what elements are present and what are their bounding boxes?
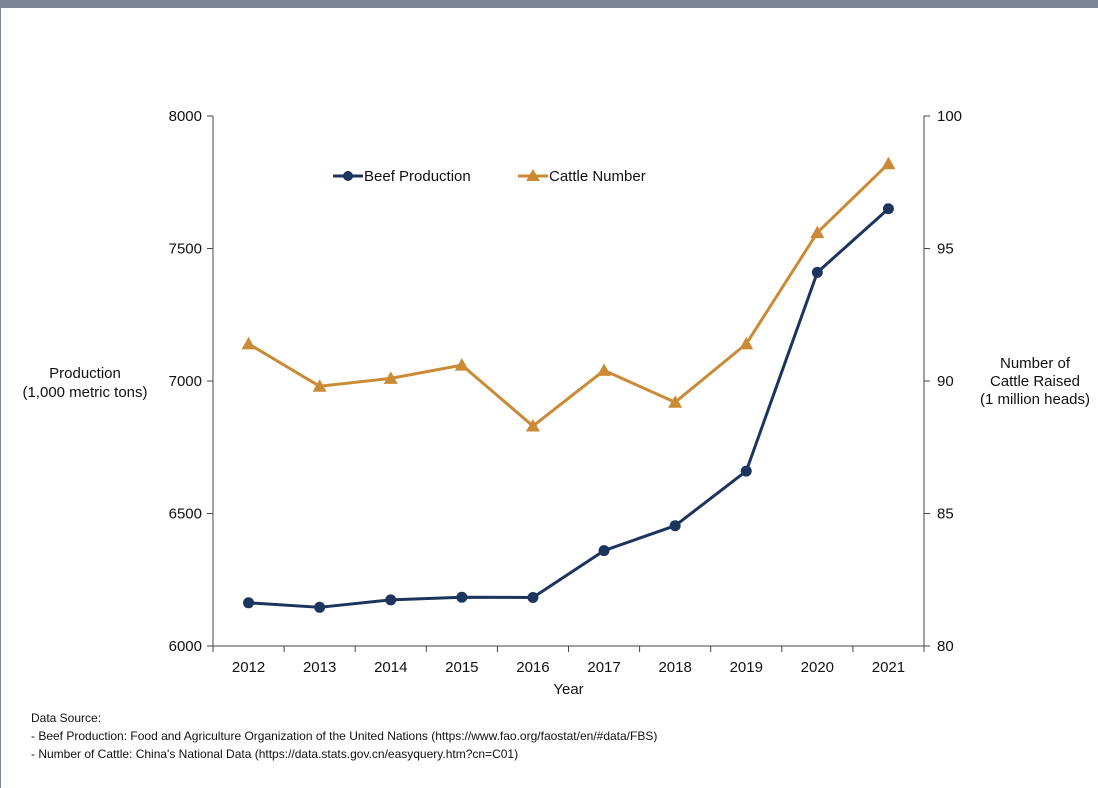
cattle-number-point <box>525 419 540 432</box>
cattle-number-point <box>739 336 754 350</box>
cattle-number-point <box>668 395 683 408</box>
cattle-number-point <box>810 225 825 239</box>
top-border-bar <box>0 0 1098 8</box>
x-tick-label: 2018 <box>658 659 691 676</box>
right-y-tick-label: 85 <box>937 506 954 523</box>
data-source-line-beef: - Beef Production: Food and Agriculture … <box>31 729 658 743</box>
x-tick-label: 2020 <box>801 659 834 676</box>
beef-production-point <box>811 266 823 278</box>
legend-cattle-number-label: Cattle Number <box>549 168 646 185</box>
beef-production-point <box>314 601 326 613</box>
cattle-number-point <box>454 358 469 371</box>
legend-cattle-number-marker <box>526 169 540 181</box>
left-y-axis-title: Production (1,000 metric tons) <box>22 365 147 401</box>
left-border-line <box>0 8 1 788</box>
data-source-heading: Data Source: <box>31 711 102 725</box>
beef-production-point <box>740 465 752 477</box>
right-y-tick-label: 100 <box>937 108 962 125</box>
left-y-tick-label: 6500 <box>169 506 202 523</box>
data-source-line-cattle: - Number of Cattle: China's National Dat… <box>31 747 519 761</box>
x-tick-label: 2012 <box>232 659 265 676</box>
beef-production-point <box>456 591 468 603</box>
left-y-tick-label: 7000 <box>169 373 202 390</box>
dual-axis-line-chart: 6000 6500 7000 7500 8000 80 85 90 95 100 2012 2013 2… <box>22 108 1090 698</box>
beef-production-point <box>882 203 894 215</box>
legend-beef-production-label: Beef Production <box>364 168 471 185</box>
x-tick-label: 2019 <box>730 659 763 676</box>
cattle-number-point <box>881 156 896 170</box>
x-tick-label: 2013 <box>303 659 336 676</box>
cattle-number-point <box>312 379 327 392</box>
beef-production-point <box>598 545 610 557</box>
beef-production-line <box>248 207 890 609</box>
cattle-number-point <box>383 371 398 384</box>
data-source-note: Data Source: - Beef Production: Food and… <box>31 709 657 763</box>
right-y-tick-label: 90 <box>937 373 954 390</box>
right-y-tick-label: 95 <box>937 241 954 258</box>
left-y-tick-label: 6000 <box>169 638 202 655</box>
cattle-number-line <box>247 162 890 428</box>
left-y-tick-label: 7500 <box>169 241 202 258</box>
left-y-tick-label: 8000 <box>169 108 202 125</box>
beef-production-point <box>527 592 539 604</box>
right-y-tick-label: 80 <box>937 638 954 655</box>
right-y-axis-title: Number of Cattle Raised (1 million heads) <box>980 355 1090 408</box>
beef-production-point <box>385 594 397 606</box>
cattle-number-point <box>597 363 612 376</box>
beef-production-point <box>243 597 255 609</box>
x-tick-label: 2015 <box>445 659 478 676</box>
legend-beef-production-marker <box>343 171 353 181</box>
beef-production-point <box>669 520 681 532</box>
x-tick-label: 2016 <box>516 659 549 676</box>
x-axis-title: Year <box>553 681 583 698</box>
x-tick-label: 2021 <box>872 659 905 676</box>
x-tick-label: 2014 <box>374 659 407 676</box>
x-tick-label: 2017 <box>587 659 620 676</box>
cattle-number-point <box>241 336 256 350</box>
